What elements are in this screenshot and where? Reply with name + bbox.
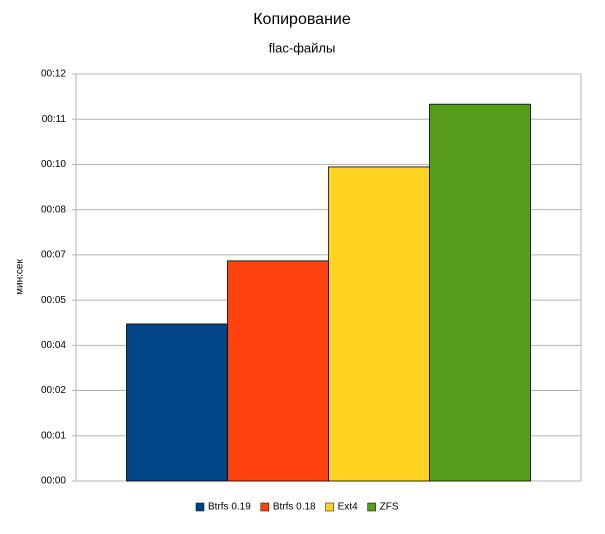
bar — [227, 260, 329, 482]
y-tick-label: 00:07 — [41, 250, 66, 261]
chart-title: Копирование — [253, 11, 351, 28]
legend-swatch — [260, 502, 270, 512]
y-tick-label: 00:00 — [41, 476, 66, 487]
legend-label: Btrfs 0.18 — [273, 502, 316, 513]
legend-swatch — [325, 502, 334, 512]
chart-subtitle: flac-файлы — [269, 40, 336, 55]
bar — [126, 323, 228, 482]
bar — [429, 103, 531, 482]
y-tick-label: 00:05 — [41, 295, 66, 306]
y-tick-label: 00:12 — [41, 69, 66, 80]
y-tick-label: 00:04 — [41, 340, 66, 351]
y-axis-label: мин:сек — [15, 259, 26, 295]
legend-swatch — [367, 502, 376, 512]
y-tick-label: 00:10 — [41, 159, 66, 170]
y-tick-label: 00:08 — [41, 204, 66, 215]
y-tick-label: 00:02 — [41, 385, 66, 396]
y-tick-label: 00:01 — [41, 430, 66, 441]
legend-label: ZFS — [380, 502, 399, 513]
legend-label: Btrfs 0.19 — [208, 502, 251, 513]
bar — [328, 166, 430, 482]
legend-swatch — [195, 502, 205, 512]
legend-label: Ext4 — [338, 502, 358, 513]
y-tick-label: 00:11 — [42, 114, 67, 125]
